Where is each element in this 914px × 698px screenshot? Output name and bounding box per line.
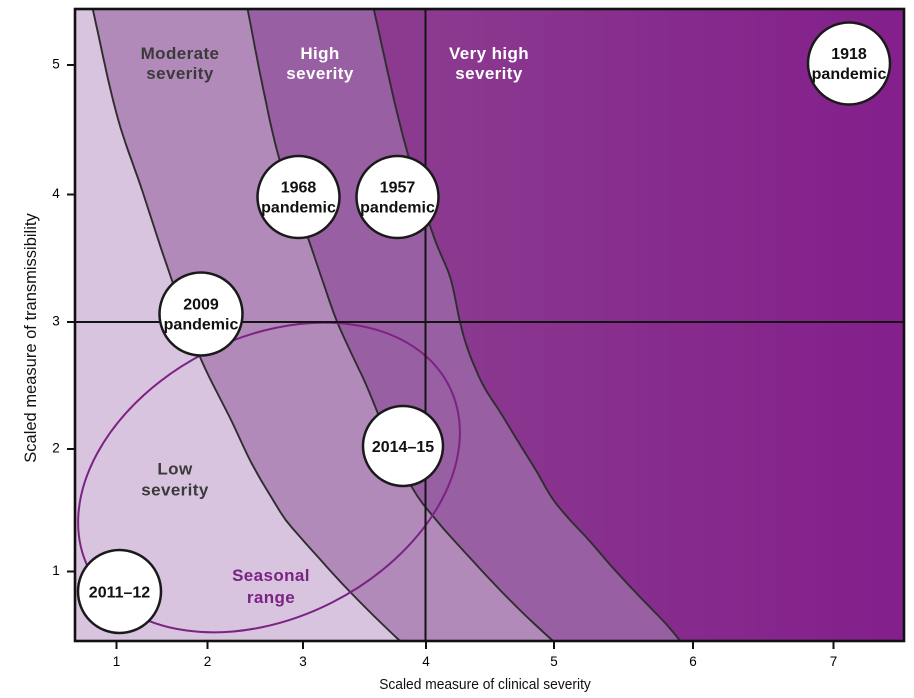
svg-text:5: 5 <box>52 57 60 72</box>
svg-text:4: 4 <box>422 654 430 669</box>
svg-text:severity: severity <box>455 64 523 83</box>
svg-text:Scaled measure of clinical sev: Scaled measure of clinical severity <box>379 677 591 694</box>
svg-text:severity: severity <box>286 64 354 83</box>
svg-text:Seasonal: Seasonal <box>232 566 310 585</box>
svg-text:1: 1 <box>52 563 60 578</box>
svg-text:2014–15: 2014–15 <box>372 439 434 456</box>
svg-text:1: 1 <box>113 654 121 669</box>
svg-text:2009: 2009 <box>183 297 219 314</box>
svg-text:2011–12: 2011–12 <box>89 585 151 602</box>
svg-text:7: 7 <box>830 654 838 669</box>
svg-text:severity: severity <box>141 481 209 500</box>
svg-text:3: 3 <box>52 314 60 329</box>
svg-text:5: 5 <box>550 654 558 669</box>
svg-text:severity: severity <box>146 64 214 83</box>
svg-text:6: 6 <box>689 654 697 669</box>
svg-text:pandemic: pandemic <box>261 200 336 217</box>
svg-text:pandemic: pandemic <box>812 66 887 83</box>
svg-text:Moderate: Moderate <box>141 44 220 63</box>
svg-text:2: 2 <box>204 654 212 669</box>
svg-text:pandemic: pandemic <box>360 200 435 217</box>
svg-text:pandemic: pandemic <box>164 317 239 334</box>
svg-text:Very high: Very high <box>449 44 529 63</box>
svg-text:1918: 1918 <box>831 46 867 63</box>
svg-text:range: range <box>247 588 295 607</box>
svg-text:3: 3 <box>299 654 307 669</box>
svg-text:4: 4 <box>52 186 60 201</box>
svg-text:High: High <box>300 44 339 63</box>
svg-text:1968: 1968 <box>281 180 317 197</box>
svg-text:1957: 1957 <box>380 180 416 197</box>
svg-text:Scaled measure of transmissibi: Scaled measure of transmissibility <box>22 213 40 463</box>
svg-text:2: 2 <box>52 441 60 456</box>
svg-text:Low: Low <box>157 460 193 479</box>
